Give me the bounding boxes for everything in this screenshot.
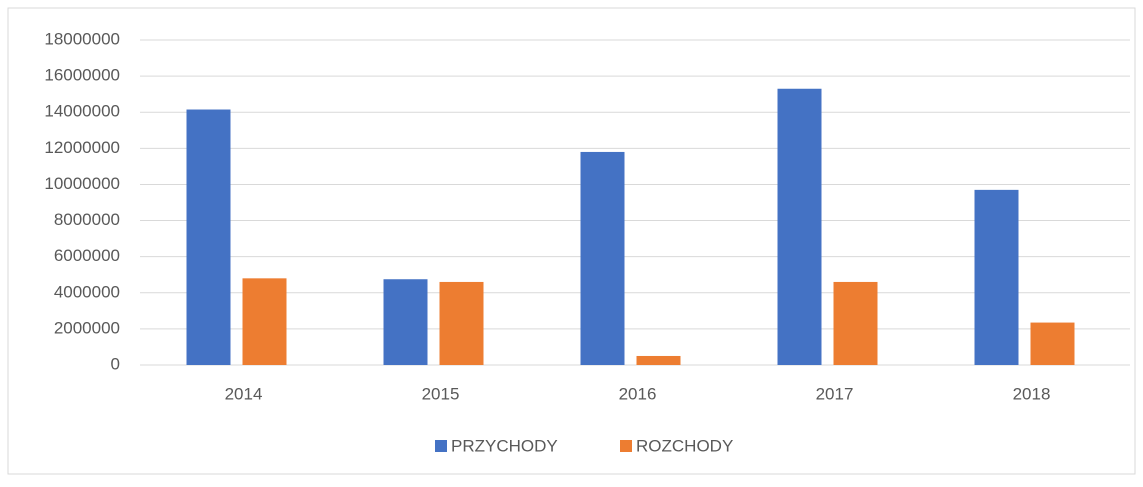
y-tick-label: 16000000 — [44, 66, 120, 85]
y-tick-label: 18000000 — [44, 29, 120, 48]
bar — [580, 151, 625, 365]
bar — [439, 281, 484, 365]
bar — [777, 88, 822, 365]
bar — [636, 355, 681, 365]
y-tick-label: 12000000 — [44, 138, 120, 157]
x-tick-label: 2018 — [1013, 384, 1051, 403]
legend-swatch — [435, 440, 447, 452]
bar — [833, 281, 878, 365]
x-tick-label: 2017 — [816, 384, 854, 403]
bar — [186, 109, 231, 365]
y-tick-label: 0 — [111, 354, 120, 373]
y-tick-label: 6000000 — [54, 246, 120, 265]
chart-border — [7, 7, 1136, 475]
y-tick-label: 2000000 — [54, 318, 120, 337]
bar — [974, 189, 1019, 365]
y-tick-label: 8000000 — [54, 210, 120, 229]
bar — [383, 279, 428, 365]
y-tick-label: 10000000 — [44, 174, 120, 193]
legend-label: PRZYCHODY — [451, 436, 558, 455]
bar — [242, 278, 287, 365]
bar — [1030, 322, 1075, 365]
x-tick-label: 2015 — [422, 384, 460, 403]
x-tick-label: 2014 — [225, 384, 263, 403]
y-tick-label: 14000000 — [44, 102, 120, 121]
y-tick-label: 4000000 — [54, 282, 120, 301]
x-tick-label: 2016 — [619, 384, 657, 403]
legend-label: ROZCHODY — [636, 436, 733, 455]
legend-swatch — [620, 440, 632, 452]
